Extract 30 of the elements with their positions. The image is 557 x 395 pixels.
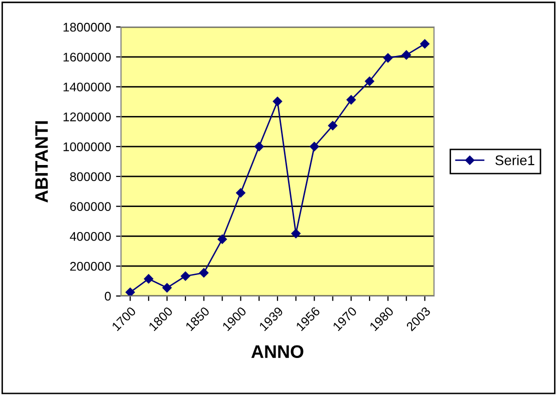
point	[218, 234, 227, 244]
y-tick-label: 1200000	[64, 112, 111, 122]
y-axis-title: ABITANTI	[35, 121, 48, 203]
y-tick-label: 1000000	[64, 142, 111, 152]
y-tick-label: 400000	[70, 232, 111, 241]
point	[291, 228, 301, 238]
point	[272, 96, 282, 106]
point	[364, 76, 374, 86]
point	[310, 142, 319, 152]
point	[383, 53, 393, 63]
point	[346, 95, 356, 104]
y-tick-label: 800000	[70, 172, 111, 182]
point	[162, 283, 172, 292]
point	[402, 50, 412, 60]
point	[180, 272, 190, 281]
y-tick-label: 200000	[70, 262, 111, 271]
point	[420, 39, 430, 49]
point	[199, 268, 208, 278]
legend-label: Serie1	[495, 155, 534, 166]
y-tick-label: 1600000	[64, 52, 111, 62]
x-axis-title: ANNO	[251, 345, 304, 358]
point	[126, 288, 135, 296]
point	[328, 121, 338, 130]
y-tick-label: 600000	[70, 202, 111, 211]
point	[254, 142, 264, 152]
y-tick-label: 0	[104, 292, 111, 301]
point	[144, 274, 154, 284]
y-tick-label: 1400000	[64, 82, 111, 92]
y-tick-label: 1800000	[64, 22, 111, 32]
point	[236, 188, 246, 198]
